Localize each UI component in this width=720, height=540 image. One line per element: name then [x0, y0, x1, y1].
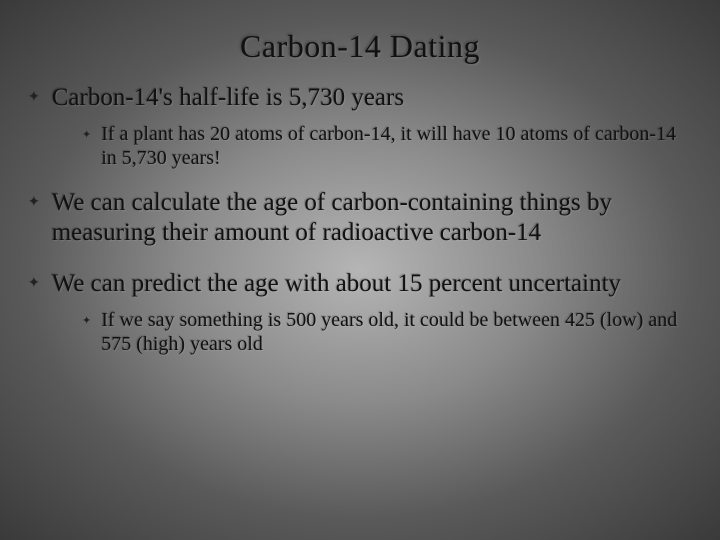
- bullet-marker-icon: ✦: [28, 188, 40, 218]
- bullet-level1: ✦ We can calculate the age of carbon-con…: [28, 188, 692, 247]
- bullet-level2: ✦ If a plant has 20 atoms of carbon-14, …: [82, 123, 692, 170]
- bullet-text: If we say something is 500 years old, it…: [101, 309, 692, 356]
- bullet-text: Carbon-14's half-life is 5,730 years: [52, 83, 404, 113]
- bullet-level2: ✦ If we say something is 500 years old, …: [82, 309, 692, 356]
- bullet-text: We can calculate the age of carbon-conta…: [52, 188, 692, 247]
- bullet-text: If a plant has 20 atoms of carbon-14, it…: [101, 123, 692, 170]
- bullet-marker-icon: ✦: [82, 123, 91, 147]
- bullet-marker-icon: ✦: [82, 309, 91, 333]
- bullet-text: We can predict the age with about 15 per…: [52, 269, 621, 299]
- slide: Carbon-14 Dating ✦ Carbon-14's half-life…: [0, 0, 720, 540]
- slide-content: ✦ Carbon-14's half-life is 5,730 years ✦…: [0, 65, 720, 356]
- bullet-marker-icon: ✦: [28, 83, 40, 113]
- slide-title: Carbon-14 Dating: [0, 0, 720, 65]
- bullet-marker-icon: ✦: [28, 269, 40, 299]
- bullet-level1: ✦ Carbon-14's half-life is 5,730 years: [28, 83, 692, 113]
- bullet-level1: ✦ We can predict the age with about 15 p…: [28, 269, 692, 299]
